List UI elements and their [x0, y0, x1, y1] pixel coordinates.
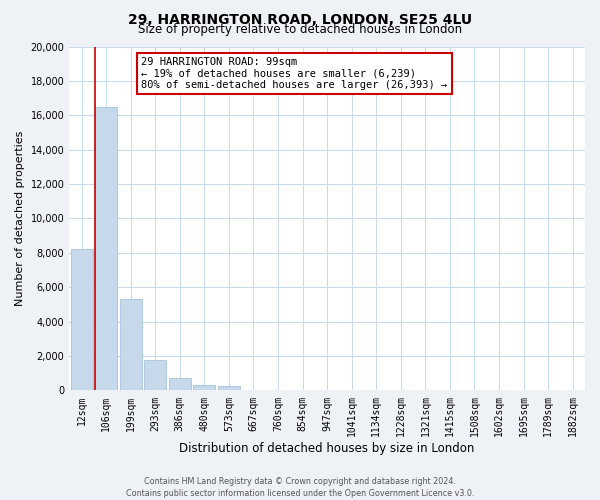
Bar: [218, 386, 240, 390]
Bar: [95, 106, 117, 391]
Text: 29 HARRINGTON ROAD: 99sqm
← 19% of detached houses are smaller (6,239)
80% of se: 29 HARRINGTON ROAD: 99sqm ← 19% of detac…: [142, 57, 448, 90]
Bar: [71, 250, 92, 390]
Text: Size of property relative to detached houses in London: Size of property relative to detached ho…: [138, 22, 462, 36]
Bar: [169, 378, 191, 390]
Bar: [144, 360, 166, 390]
Text: 29, HARRINGTON ROAD, LONDON, SE25 4LU: 29, HARRINGTON ROAD, LONDON, SE25 4LU: [128, 12, 472, 26]
Bar: [119, 300, 142, 390]
X-axis label: Distribution of detached houses by size in London: Distribution of detached houses by size …: [179, 442, 475, 455]
Y-axis label: Number of detached properties: Number of detached properties: [15, 131, 25, 306]
Text: Contains HM Land Registry data © Crown copyright and database right 2024.
Contai: Contains HM Land Registry data © Crown c…: [126, 476, 474, 498]
Bar: [193, 386, 215, 390]
